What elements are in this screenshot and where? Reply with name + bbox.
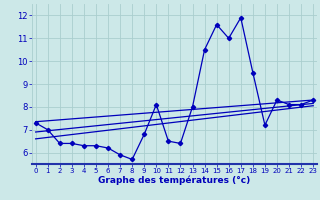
X-axis label: Graphe des températures (°c): Graphe des températures (°c) <box>98 176 251 185</box>
